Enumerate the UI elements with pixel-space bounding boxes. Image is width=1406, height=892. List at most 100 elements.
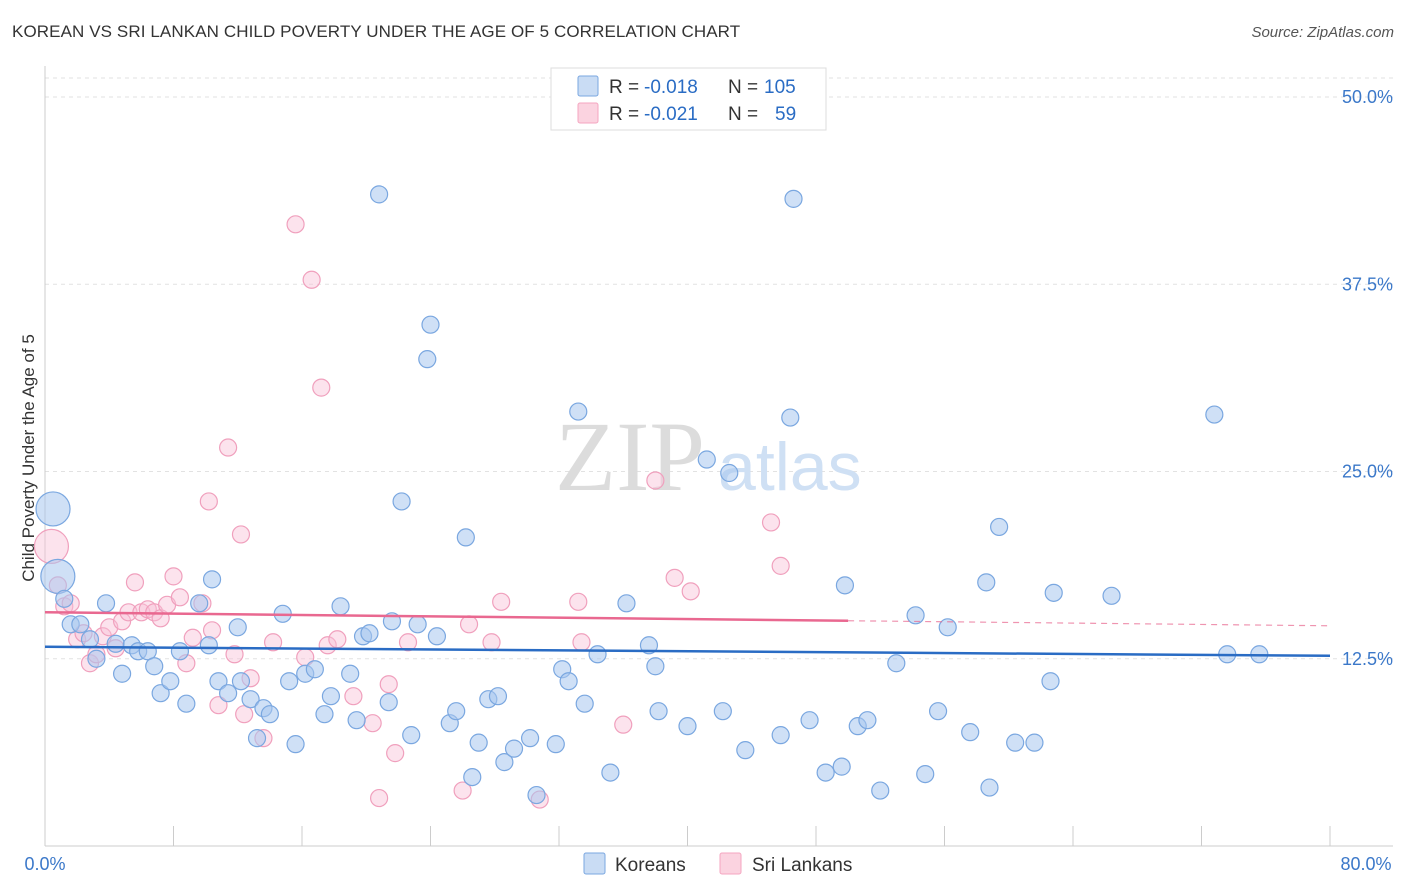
korean-point: [504, 739, 524, 758]
korean-point: [800, 711, 819, 730]
korean-point: [421, 315, 440, 334]
sri-lankan-point: [286, 215, 305, 234]
korean-point: [260, 705, 279, 724]
korean-point: [71, 615, 90, 634]
korean-point: [87, 649, 106, 668]
korean-point: [408, 615, 427, 634]
top-legend: R = -0.018 N = 105 R = -0.021 N = 59: [550, 67, 827, 131]
korean-point: [241, 690, 260, 709]
koreans-trend-line: [44, 645, 1331, 658]
y-tick-label: 37.5%: [1342, 274, 1393, 294]
legend-swatch-sri-lankans: [577, 102, 599, 124]
sri-lankan-point: [328, 630, 347, 649]
korean-point: [771, 726, 790, 745]
korean-point: [1205, 405, 1224, 424]
korean-point: [55, 589, 74, 608]
legend-r-label: R =: [609, 77, 639, 98]
korean-point: [736, 741, 755, 760]
korean-point: [447, 702, 466, 721]
sri-lankan-point: [344, 687, 363, 706]
sri-lankan-point: [370, 788, 389, 808]
sri-lankan-point: [231, 525, 251, 544]
legend-swatch-koreans: [583, 852, 606, 875]
legend-n-value: 59: [775, 104, 796, 125]
korean-point: [347, 711, 366, 730]
korean-point: [1102, 586, 1121, 605]
korean-point: [977, 573, 996, 592]
legend-r-value: -0.021: [644, 104, 698, 125]
legend-n-value: 105: [764, 77, 796, 98]
korean-point: [697, 450, 716, 469]
sri-lankan-point: [386, 744, 405, 763]
y-axis-label: Child Poverty Under the Age of 5: [19, 334, 38, 582]
sri-lankan-point: [453, 781, 472, 800]
korean-point: [906, 606, 925, 625]
korean-point: [199, 636, 218, 655]
y-tick-label: 50.0%: [1342, 87, 1393, 107]
korean-point: [35, 491, 71, 527]
sri-lankan-point: [235, 705, 254, 724]
korean-point: [305, 660, 324, 679]
korean-point: [360, 624, 379, 643]
korean-point: [713, 702, 732, 721]
sri-lankan-point: [614, 715, 633, 734]
korean-point: [575, 694, 594, 713]
grid-lines: [45, 77, 1393, 660]
sri-lankans-trend-extension: [848, 620, 1331, 627]
korean-point: [402, 726, 421, 745]
sri-lankan-point: [263, 633, 283, 652]
sri-lankan-point: [225, 645, 244, 664]
korean-point: [1044, 583, 1063, 602]
sri-lankan-point: [771, 556, 790, 575]
korean-point: [961, 723, 980, 742]
x-tick-label: 80.0%: [1340, 854, 1391, 874]
legend-label-koreans: Koreans: [615, 855, 686, 876]
korean-point: [559, 672, 578, 691]
sri-lankan-point: [33, 528, 70, 565]
korean-point: [170, 642, 190, 661]
korean-point: [646, 657, 665, 676]
korean-point: [202, 570, 222, 589]
sri-lankan-point: [492, 592, 511, 611]
watermark-atlas: atlas: [718, 429, 862, 505]
sri-lankan-point: [199, 492, 218, 511]
korean-point: [331, 597, 350, 616]
korean-point: [816, 763, 835, 782]
legend-n-label: N =: [728, 104, 758, 125]
trend-lines: [44, 611, 1331, 658]
korean-point: [161, 672, 180, 691]
axes: [44, 66, 1393, 847]
korean-point: [617, 594, 636, 613]
sri-lankan-point: [569, 592, 588, 611]
sri-lankan-point: [363, 714, 382, 733]
legend-label-sri-lankans: Sri Lankans: [752, 855, 852, 876]
legend-swatch-sri-lankans: [719, 852, 742, 875]
korean-point: [392, 492, 411, 511]
korean-point: [190, 594, 209, 613]
sri-lankan-point: [646, 471, 665, 490]
korean-point: [463, 767, 482, 787]
sri-lankan-point: [170, 588, 190, 607]
korean-point: [96, 594, 116, 613]
korean-point: [379, 693, 398, 712]
korean-point: [151, 684, 170, 703]
korean-point: [177, 694, 196, 713]
korean-point: [469, 733, 488, 752]
sri-lankan-point: [219, 438, 238, 457]
sri-lankan-point: [302, 270, 321, 289]
korean-point: [649, 702, 668, 721]
korean-point: [321, 687, 341, 706]
korean-point: [928, 702, 948, 721]
sri-lankan-point: [379, 675, 398, 694]
sri-lankan-point: [665, 568, 684, 587]
korean-point: [639, 636, 659, 655]
sri-lankans-trend-line: [44, 611, 849, 622]
korean-point: [1006, 733, 1025, 752]
korean-point: [280, 672, 299, 691]
korean-point: [527, 785, 546, 805]
sri-lankan-point: [398, 633, 418, 652]
korean-point: [106, 634, 125, 653]
korean-point: [247, 729, 267, 748]
sri-lankan-point: [125, 573, 145, 592]
y-tick-label: 12.5%: [1342, 649, 1393, 669]
